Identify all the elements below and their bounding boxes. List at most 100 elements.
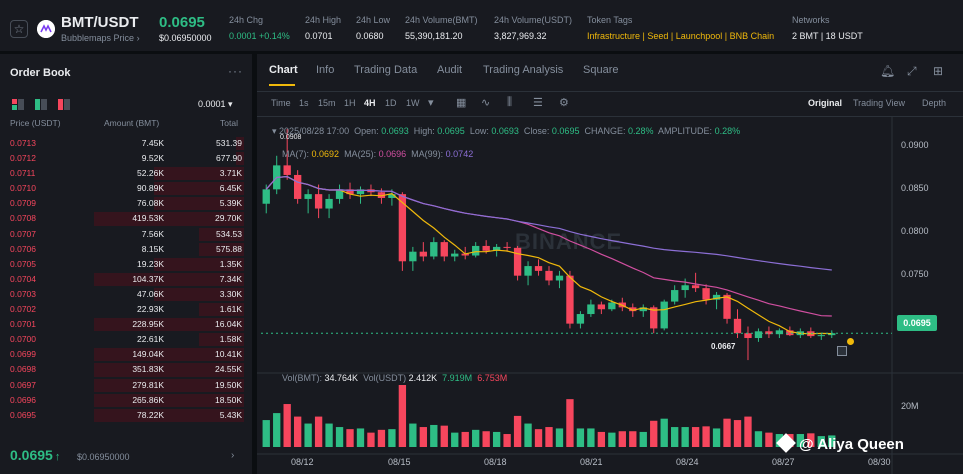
- open-label: Open:: [354, 126, 379, 136]
- ask-amount: 19.23K: [137, 258, 164, 269]
- ask-row[interactable]: 0.0695 78.22K 5.43K: [0, 408, 252, 423]
- stat-value[interactable]: Infrastructure | Seed | Launchpool | BNB…: [587, 31, 775, 41]
- volume-bar: [492, 431, 501, 447]
- volume-bar: [451, 432, 459, 447]
- ask-total: 677.90: [216, 153, 242, 164]
- ask-row[interactable]: 0.0700 22.61K 1.58K: [0, 332, 252, 347]
- settings-sliders-icon[interactable]: ☰: [533, 97, 543, 109]
- interval-1h[interactable]: 1H: [344, 98, 356, 108]
- stat-24h-change: 24h Chg 0.0001 +0.14%: [229, 15, 290, 41]
- ask-row[interactable]: 0.0699 149.04K 10.41K: [0, 347, 252, 362]
- ask-row[interactable]: 0.0704 104.37K 7.34K: [0, 272, 252, 287]
- candle-body: [356, 189, 365, 195]
- indicator-icon[interactable]: ∿: [481, 97, 491, 109]
- gear-icon[interactable]: ⚙: [559, 97, 569, 109]
- candle-body: [377, 192, 386, 198]
- more-options-icon[interactable]: ···: [228, 64, 243, 78]
- order-book-title: Order Book: [10, 67, 71, 79]
- candle-body: [691, 285, 700, 289]
- calendar-icon[interactable]: ▦: [456, 97, 467, 109]
- high-value: 0.0695: [437, 126, 465, 136]
- tick-size-select[interactable]: 0.0001 ▾: [198, 99, 233, 110]
- volume-bar: [608, 432, 616, 447]
- ask-row[interactable]: 0.0707 7.56K 534.53: [0, 227, 252, 242]
- depth-bar: [154, 287, 244, 302]
- volume-bar: [346, 429, 354, 447]
- volume-bar: [629, 431, 637, 447]
- view-original[interactable]: Original: [808, 98, 843, 108]
- ask-row[interactable]: 0.0703 47.06K 3.30K: [0, 287, 252, 302]
- candle-body: [712, 294, 721, 300]
- ask-amount: 22.93K: [137, 304, 164, 315]
- ask-row[interactable]: 0.0709 76.08K 5.39K: [0, 196, 252, 211]
- ask-row[interactable]: 0.0705 19.23K 1.35K: [0, 257, 252, 272]
- candle-type-icon[interactable]: ⫼: [507, 96, 513, 108]
- candle-body: [650, 307, 658, 329]
- ask-row[interactable]: 0.0712 9.52K 677.90: [0, 151, 252, 166]
- view-trading-view[interactable]: Trading View: [853, 98, 906, 108]
- ask-row[interactable]: 0.0711 52.26K 3.71K: [0, 166, 252, 181]
- ask-row[interactable]: 0.0713 7.45K 531.39: [0, 136, 252, 151]
- amplitude-label: AMPLITUDE:: [658, 126, 713, 136]
- stat-token-tags[interactable]: Token Tags Infrastructure | Seed | Launc…: [587, 15, 774, 41]
- interval-4h[interactable]: 4H: [364, 98, 376, 108]
- book-mode-both-icon[interactable]: [12, 99, 24, 110]
- interval-1w[interactable]: 1W: [406, 98, 420, 108]
- volume-bar: [754, 431, 763, 447]
- ask-row[interactable]: 0.0702 22.93K 1.61K: [0, 302, 252, 317]
- ask-amount: 22.61K: [137, 334, 164, 345]
- candle-body: [492, 246, 501, 251]
- candle-body: [545, 270, 553, 281]
- caret-down-icon[interactable]: ▾: [428, 97, 434, 109]
- layout-grid-icon[interactable]: ⊞: [933, 64, 944, 78]
- candle-date: 2025/08/28 17:00: [279, 126, 350, 136]
- ma7-label: MA(7):: [282, 149, 309, 159]
- candle-body: [325, 198, 333, 209]
- book-mode-bids-icon[interactable]: [35, 99, 47, 110]
- tab-trading-analysis[interactable]: Trading Analysis: [483, 64, 564, 76]
- volume-bar: [398, 385, 407, 447]
- tab-audit[interactable]: Audit: [437, 64, 463, 76]
- ask-total: 7.34K: [219, 273, 242, 284]
- volume-bar: [377, 429, 386, 447]
- pair-subtitle[interactable]: Bubblemaps Price ›: [61, 33, 140, 43]
- tab-square[interactable]: Square: [583, 64, 619, 76]
- view-depth[interactable]: Depth: [922, 98, 947, 108]
- interval-1d[interactable]: 1D: [385, 98, 397, 108]
- ask-row[interactable]: 0.0706 8.15K 575.88: [0, 242, 252, 257]
- volume-bar: [744, 416, 752, 447]
- ask-row[interactable]: 0.0696 265.86K 18.50K: [0, 393, 252, 408]
- depth-bar: [94, 393, 244, 407]
- ma25-value: 0.0696: [378, 149, 407, 159]
- interval-1s[interactable]: 1s: [299, 98, 309, 108]
- ask-row[interactable]: 0.0697 279.81K 19.50K: [0, 378, 252, 393]
- bot-icon[interactable]: [837, 346, 847, 356]
- volume-bar: [482, 431, 490, 447]
- bell-icon[interactable]: 🔔︎: [880, 64, 896, 78]
- pair-symbol[interactable]: BMT/USDT: [61, 14, 139, 31]
- volume-bar: [671, 427, 679, 447]
- tab-info[interactable]: Info: [316, 64, 335, 76]
- legend-collapse-icon[interactable]: ▾: [272, 126, 277, 136]
- ask-row[interactable]: 0.0701 228.95K 16.04K: [0, 317, 252, 332]
- ma99-label: MA(99):: [411, 149, 444, 159]
- ask-row[interactable]: 0.0710 90.89K 6.45K: [0, 181, 252, 196]
- ma25-line: [265, 175, 832, 317]
- ask-row[interactable]: 0.0698 351.83K 24.55K: [0, 362, 252, 377]
- tab-chart[interactable]: Chart: [269, 64, 298, 76]
- interval-15m[interactable]: 15m: [318, 98, 336, 108]
- chevron-right-icon[interactable]: ›: [231, 450, 235, 461]
- volume-bar: [293, 416, 302, 447]
- low-label: Low:: [469, 126, 489, 136]
- tab-trading-data[interactable]: Trading Data: [354, 64, 418, 76]
- candle-body: [314, 194, 323, 209]
- favorite-star-icon[interactable]: ☆: [10, 20, 28, 38]
- interval-time[interactable]: Time: [271, 98, 291, 108]
- ask-price: 0.0709: [10, 198, 36, 209]
- book-mode-asks-icon[interactable]: [58, 99, 70, 110]
- ask-row[interactable]: 0.0708 419.53K 29.70K: [0, 211, 252, 226]
- expand-icon[interactable]: ⤢: [907, 64, 917, 78]
- ask-amount: 78.22K: [137, 409, 164, 420]
- price-chart[interactable]: [257, 117, 963, 474]
- volume-bar: [472, 429, 480, 447]
